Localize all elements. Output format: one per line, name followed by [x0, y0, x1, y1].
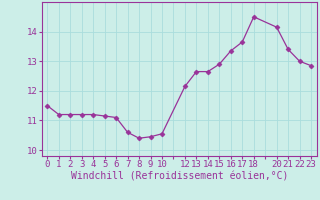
X-axis label: Windchill (Refroidissement éolien,°C): Windchill (Refroidissement éolien,°C): [70, 172, 288, 182]
